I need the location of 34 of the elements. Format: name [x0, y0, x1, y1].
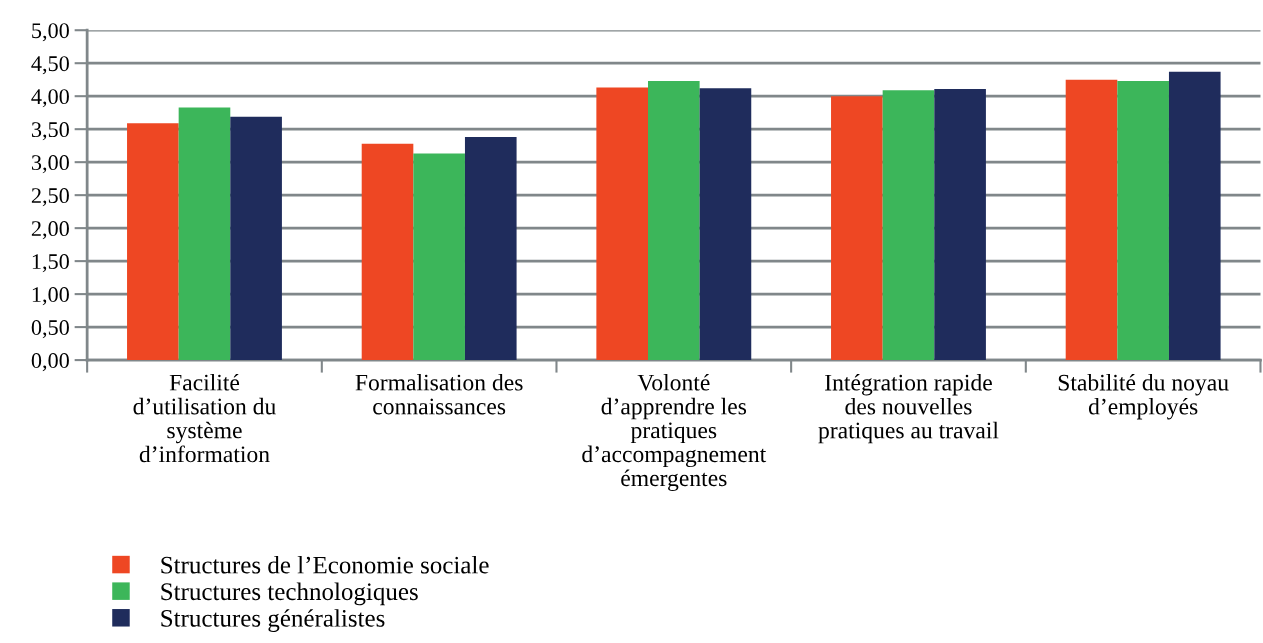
y-tick-label: 4,50 — [31, 56, 69, 75]
bar — [831, 96, 883, 361]
x-tick-label: Volonté d’apprendre les pratiques d’accompagnement émergentes — [582, 373, 767, 492]
bar — [699, 88, 752, 361]
y-tick-label: 4,00 — [31, 89, 69, 108]
y-tick-label: 1,50 — [32, 254, 69, 273]
bar — [648, 81, 700, 361]
legend-label: Structures de l’Economie sociale — [161, 555, 489, 574]
x-tick-label: Stabilité du noyau d’employés — [1058, 373, 1229, 420]
x-tick-label: Intégration rapide des nouvelles pratiques au travail — [818, 373, 999, 444]
x-tick-label: Formalisation des connaissances — [355, 373, 523, 415]
y-tick-label: 3,00 — [31, 155, 69, 174]
bar — [596, 87, 648, 361]
y-tick-label: 5,00 — [32, 23, 69, 42]
bar — [230, 116, 282, 361]
legend-label: Structures généralistes — [161, 609, 385, 632]
x-tick-label: Facilité d’utilisation du système d’information — [133, 373, 276, 463]
y-tick-label: 0,00 — [31, 353, 69, 372]
y-tick-label: 2,00 — [31, 221, 69, 240]
bar — [1065, 79, 1118, 361]
bar — [882, 90, 935, 361]
bar — [361, 143, 414, 361]
bar — [464, 137, 517, 361]
legend-label: Structures technologiques — [161, 582, 418, 606]
y-tick-label: 0,50 — [31, 320, 69, 339]
bar — [934, 88, 986, 361]
bar — [1117, 81, 1169, 361]
y-tick-label: 1,00 — [32, 287, 69, 306]
y-tick-label: 3,50 — [31, 122, 69, 141]
bar — [127, 123, 179, 361]
y-tick-label: 2,50 — [31, 188, 69, 207]
bar — [413, 153, 465, 361]
bar — [1168, 71, 1221, 361]
bar — [178, 107, 231, 361]
